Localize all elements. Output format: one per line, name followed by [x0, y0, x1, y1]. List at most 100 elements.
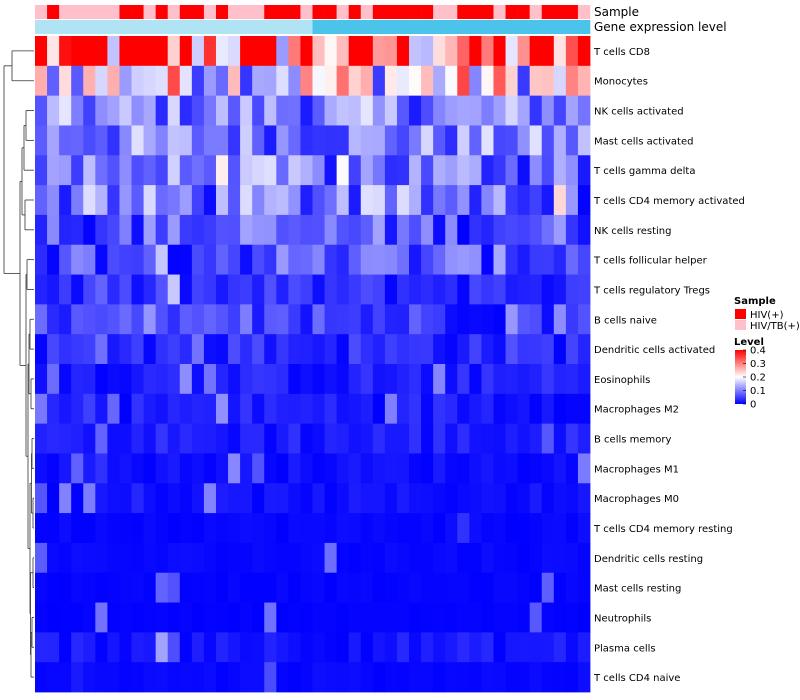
heatmap-cell-dendritic-cells-activated	[360, 334, 374, 365]
heatmap-cell-eosinophils	[372, 364, 386, 395]
heatmap-cell-macrophages-m1	[493, 453, 506, 484]
heatmap-cell-t-cells-cd4-memory-resting	[215, 513, 229, 544]
heatmap-cell-plasma-cells	[215, 632, 229, 663]
sample-annotation-cell	[179, 5, 193, 19]
heatmap-cell-b-cells-memory	[565, 423, 579, 454]
heatmap-cell-t-cells-cd4-memory-activated	[252, 185, 265, 216]
heatmap-cell-t-cells-cd4-memory-activated	[300, 185, 313, 216]
heatmap-cell-macrophages-m2	[252, 393, 265, 425]
sample-annotation-cell	[95, 5, 108, 19]
heatmap-cell-t-cells-gamma-delta	[360, 155, 374, 186]
heatmap-cell-t-cells-follicular-helper	[119, 244, 132, 275]
heatmap-cell-t-cells-cd4-memory-activated	[421, 185, 434, 216]
heatmap-cell-t-cells-follicular-helper	[517, 244, 531, 275]
sample-annotation-cell	[167, 5, 181, 19]
heatmap-cell-macrophages-m1	[167, 453, 181, 484]
heatmap-cell-dendritic-cells-resting	[565, 542, 579, 574]
heatmap-cell-dendritic-cells-resting	[481, 542, 494, 574]
heatmap-cell-b-cells-memory	[481, 423, 494, 454]
heatmap-cell-mast-cells-resting	[300, 572, 313, 603]
heatmap-cell-t-cells-cd8	[577, 36, 591, 67]
heatmap-cell-b-cells-memory	[83, 423, 96, 454]
heatmap-cell-t-cells-regulatory-tregs	[372, 274, 386, 305]
heatmap-cell-t-cells-regulatory-tregs	[481, 274, 494, 305]
heatmap-cell-nk-cells-resting	[517, 214, 531, 246]
heatmap-cell-nk-cells-activated	[179, 95, 193, 126]
heatmap-cell-plasma-cells	[179, 632, 193, 663]
heatmap-cell-dendritic-cells-resting	[529, 542, 543, 574]
heatmap-cell-nk-cells-resting	[288, 214, 301, 246]
heatmap-cell-nk-cells-resting	[300, 214, 313, 246]
heatmap-cell-macrophages-m2	[203, 393, 217, 425]
heatmap-cell-t-cells-cd8	[228, 36, 241, 67]
heatmap-cell-macrophages-m2	[35, 393, 48, 425]
heatmap-cell-dendritic-cells-activated	[324, 334, 338, 365]
heatmap-cell-macrophages-m0	[191, 483, 205, 514]
heatmap-cell-monocytes	[35, 65, 48, 97]
heatmap-cell-dendritic-cells-resting	[203, 542, 217, 574]
heatmap-cell-b-cells-naive	[143, 304, 157, 335]
heatmap-cell-b-cells-memory	[336, 423, 350, 454]
expression-annotation-cell	[252, 20, 265, 34]
heatmap-cell-macrophages-m0	[553, 483, 567, 514]
heatmap-cell-b-cells-memory	[143, 423, 157, 454]
expression-annotation-cell	[264, 20, 277, 34]
heatmap-cell-nk-cells-resting	[505, 214, 519, 246]
heatmap-cell-macrophages-m2	[83, 393, 96, 425]
heatmap-cell-macrophages-m0	[71, 483, 84, 514]
heatmap-cell-macrophages-m1	[457, 453, 470, 484]
heatmap-cell-t-cells-regulatory-tregs	[131, 274, 144, 305]
row-label-dendritic-cells-activated: Dendritic cells activated	[594, 345, 715, 356]
heatmap-cell-mast-cells-activated	[288, 125, 301, 156]
heatmap-cell-monocytes	[577, 65, 591, 97]
heatmap-cell-plasma-cells	[83, 632, 96, 663]
heatmap-cell-neutrophils	[59, 602, 72, 633]
heatmap-cell-t-cells-cd4-memory-resting	[493, 513, 506, 544]
heatmap-cell-plasma-cells	[131, 632, 144, 663]
heatmap-cell-macrophages-m1	[252, 453, 265, 484]
sample-annotation-cell	[336, 5, 349, 19]
heatmap-cell-macrophages-m0	[324, 483, 338, 514]
heatmap-cell-t-cells-cd4-memory-resting	[288, 513, 301, 544]
heatmap-cell-plasma-cells	[445, 632, 458, 663]
heatmap-cell-macrophages-m2	[348, 393, 362, 425]
heatmap-cell-eosinophils	[469, 364, 482, 395]
heatmap-cell-mast-cells-resting	[131, 572, 144, 603]
heatmap-cell-eosinophils	[517, 364, 531, 395]
heatmap-cell-neutrophils	[469, 602, 482, 633]
heatmap-cell-macrophages-m0	[143, 483, 157, 514]
heatmap-cell-b-cells-naive	[83, 304, 96, 335]
heatmap-cell-nk-cells-resting	[348, 214, 362, 246]
heatmap-cell-mast-cells-activated	[577, 125, 591, 156]
heatmap-cell-nk-cells-resting	[565, 214, 579, 246]
heatmap-cell-mast-cells-activated	[71, 125, 84, 156]
heatmap-cell-t-cells-follicular-helper	[505, 244, 519, 275]
heatmap-cell-mast-cells-activated	[252, 125, 265, 156]
heatmap-cell-b-cells-memory	[541, 423, 555, 454]
heatmap-cell-neutrophils	[252, 602, 265, 633]
heatmap-cell-t-cells-cd4-naive	[143, 662, 157, 693]
legend-label-hiv: HIV(+)	[750, 310, 784, 321]
heatmap-cell-macrophages-m0	[481, 483, 494, 514]
heatmap-cell-eosinophils	[191, 364, 205, 395]
heatmap-cell-macrophages-m1	[215, 453, 229, 484]
heatmap-cell-macrophages-m1	[384, 453, 398, 484]
heatmap-cell-b-cells-memory	[252, 423, 265, 454]
heatmap-cell-b-cells-naive	[191, 304, 205, 335]
heatmap-cell-macrophages-m1	[143, 453, 157, 484]
heatmap-cell-dendritic-cells-activated	[167, 334, 181, 365]
heatmap-cell-t-cells-follicular-helper	[191, 244, 205, 275]
heatmap-cell-monocytes	[179, 65, 193, 97]
heatmap-cell-t-cells-gamma-delta	[288, 155, 301, 186]
heatmap-cell-neutrophils	[203, 602, 217, 633]
heatmap-cell-macrophages-m2	[324, 393, 338, 425]
heatmap-cell-eosinophils	[131, 364, 144, 395]
row-label-macrophages-m2: Macrophages M2	[594, 405, 679, 416]
heatmap-cell-dendritic-cells-resting	[107, 542, 120, 574]
heatmap-cell-dendritic-cells-resting	[215, 542, 229, 574]
heatmap-cell-t-cells-regulatory-tregs	[167, 274, 181, 305]
sample-annotation-cell	[276, 5, 289, 19]
heatmap-cell-b-cells-naive	[360, 304, 374, 335]
heatmap-cell-macrophages-m0	[95, 483, 108, 514]
row-label-eosinophils: Eosinophils	[594, 375, 650, 386]
